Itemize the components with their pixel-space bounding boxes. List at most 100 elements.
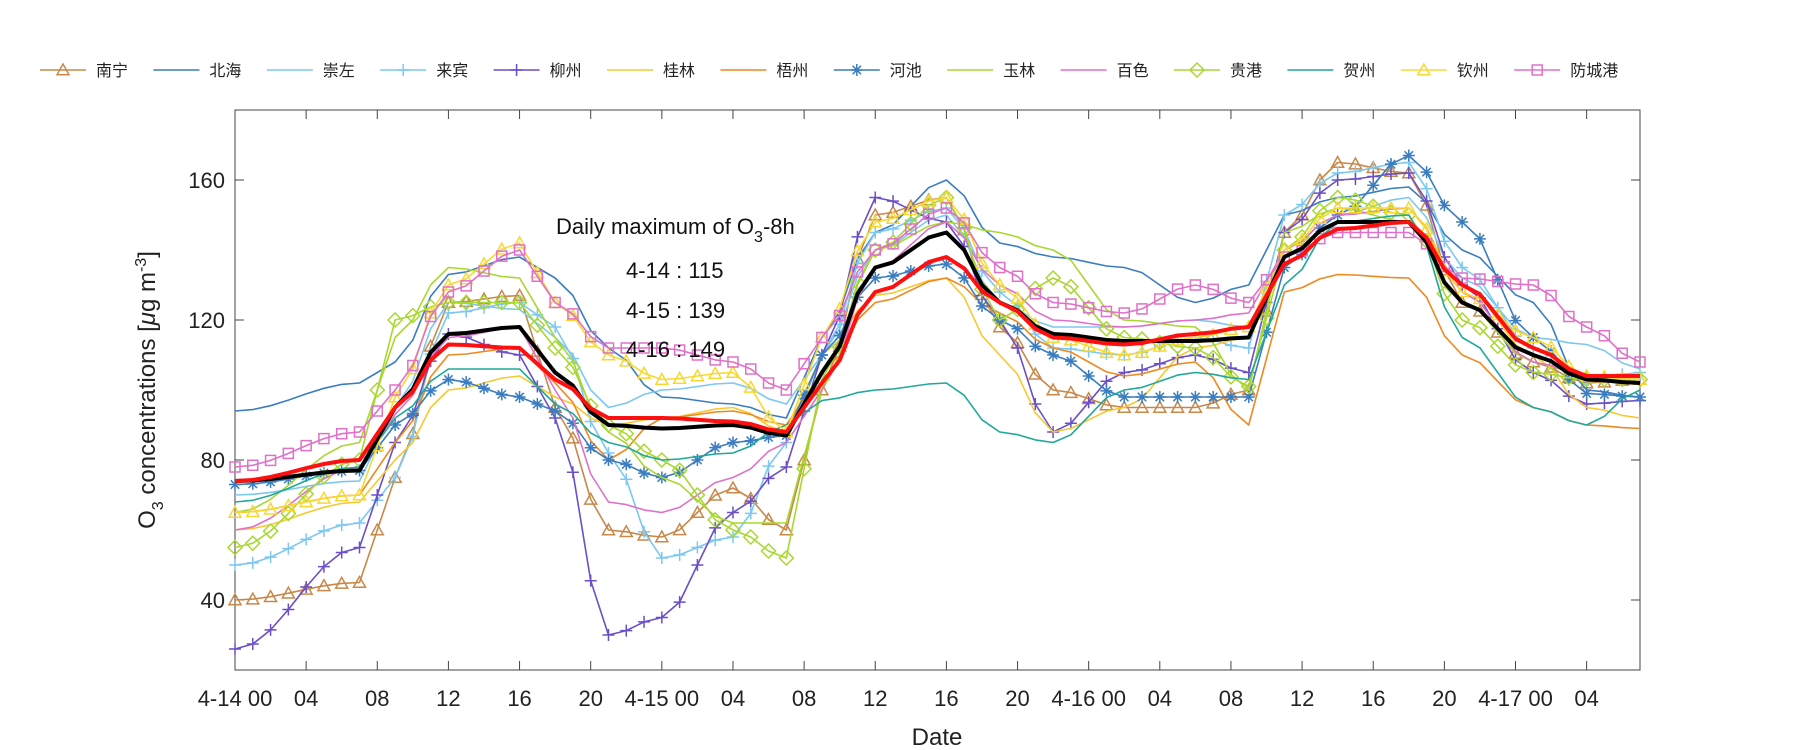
square-marker <box>816 331 828 344</box>
triangle-marker <box>1170 399 1185 414</box>
legend-label: 防城港 <box>1570 61 1618 80</box>
triangle-marker <box>1312 210 1328 225</box>
star-marker <box>1420 166 1433 179</box>
plus-marker <box>709 534 722 547</box>
triangle-marker <box>779 522 794 536</box>
star-marker <box>1118 391 1131 403</box>
plus-marker <box>264 551 277 564</box>
diamond-marker <box>1188 61 1206 79</box>
plus-marker <box>744 507 757 520</box>
series-layer <box>226 149 1649 655</box>
triangle-marker <box>298 494 314 508</box>
legend-label: 玉林 <box>1003 61 1035 80</box>
diamond-marker <box>1045 269 1062 287</box>
diamond-marker <box>564 359 581 376</box>
star-marker <box>887 269 900 282</box>
legend-item: 北海 <box>153 61 241 80</box>
square-marker <box>691 349 704 361</box>
square-marker <box>762 377 775 389</box>
triangle-marker <box>1416 62 1432 76</box>
star-marker <box>1171 391 1184 403</box>
square-marker <box>371 405 384 417</box>
square-marker <box>247 459 259 472</box>
series-北海 <box>234 179 1641 419</box>
triangle-marker <box>725 480 741 494</box>
plus-marker <box>495 298 508 311</box>
legend: 南宁 北海 崇左 来宾 柳州 桂林 梧州 河池 玉林 百色 贵港 贺州 钦州 防城港 <box>40 61 1618 80</box>
x-tick-label: 08 <box>365 686 389 711</box>
triangle-marker <box>1099 344 1114 358</box>
plus-marker <box>282 603 295 616</box>
x-tick-label: 4-17 00 <box>1478 686 1553 711</box>
star-marker <box>1367 179 1380 192</box>
plus-marker <box>1313 187 1326 200</box>
x-tick-label: 12 <box>436 686 460 711</box>
diamond-marker <box>475 294 493 311</box>
plus-marker <box>477 301 490 314</box>
x-tick-label: 4-15 00 <box>625 686 700 711</box>
square-marker <box>1154 293 1166 305</box>
star-marker <box>620 458 633 471</box>
plus-marker <box>513 349 526 361</box>
star-marker <box>762 431 775 444</box>
x-tick-label: 04 <box>1148 686 1172 711</box>
diamond-marker <box>849 274 866 291</box>
star-marker <box>1207 391 1220 403</box>
square-marker <box>1531 64 1543 76</box>
plus-marker <box>229 559 241 571</box>
star-marker <box>531 398 544 410</box>
diamond-marker <box>458 294 475 311</box>
square-marker <box>1260 274 1273 286</box>
diamond-marker <box>226 539 244 556</box>
square-marker <box>602 342 615 354</box>
star-marker <box>389 419 402 431</box>
triangle-marker <box>601 347 616 361</box>
square-marker <box>638 342 650 354</box>
plus-marker <box>620 473 633 486</box>
plus-marker <box>371 489 384 501</box>
triangle-marker <box>494 241 510 255</box>
star-marker <box>264 475 277 488</box>
legend-item: 柳州 <box>493 61 582 80</box>
triangle-marker <box>867 207 883 221</box>
square-marker <box>335 427 348 440</box>
star-marker <box>1562 373 1575 386</box>
diamond-marker <box>902 215 919 232</box>
legend-label: 来宾 <box>436 61 468 80</box>
legend-label: 柳州 <box>550 61 582 80</box>
square-marker <box>407 359 419 372</box>
triangle-marker <box>263 589 278 603</box>
star-marker <box>1438 199 1451 212</box>
triangle-marker <box>1365 200 1381 214</box>
diamond-marker <box>404 307 421 324</box>
star-marker <box>1313 222 1326 235</box>
triangle-marker <box>1330 200 1345 214</box>
diamond-marker <box>1471 319 1488 336</box>
triangle-marker <box>441 277 456 291</box>
x-axis-title: Date <box>912 724 963 750</box>
star-marker <box>1456 216 1469 228</box>
x-tick-label: 16 <box>507 686 531 711</box>
plus-marker <box>887 195 900 208</box>
legend-item: 来宾 <box>380 61 468 80</box>
star-marker <box>744 434 757 447</box>
square-marker <box>1580 321 1593 333</box>
star-marker <box>1082 370 1095 382</box>
series-line <box>234 220 1640 483</box>
plus-marker <box>406 430 419 443</box>
diamond-marker <box>778 549 795 567</box>
square-marker <box>1385 226 1397 239</box>
series-柳州 <box>229 167 1646 655</box>
legend-item: 梧州 <box>720 61 808 80</box>
star-marker <box>940 258 953 270</box>
square-marker <box>1136 303 1148 315</box>
square-marker <box>1598 330 1611 342</box>
square-marker <box>1082 302 1095 314</box>
legend-label: 贵港 <box>1230 61 1262 80</box>
triangle-marker <box>1116 347 1132 361</box>
plus-marker <box>709 521 722 534</box>
square-marker <box>1545 289 1557 302</box>
star-marker <box>1616 390 1629 403</box>
square-marker <box>300 439 312 452</box>
